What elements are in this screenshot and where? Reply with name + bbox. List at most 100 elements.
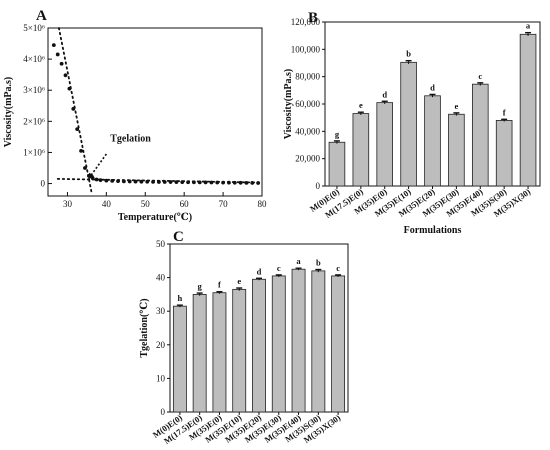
y-tick-label: 80,000 [295, 72, 320, 82]
tangent-line [57, 27, 93, 196]
y-tick-label: 10 [156, 373, 166, 383]
panel-b-letter: B [308, 10, 318, 26]
y-tick-label: 0 [161, 407, 166, 417]
significance-letter: d [382, 89, 387, 99]
data-point [203, 180, 208, 185]
panel-a: A 30 40 50 60 70 80 0 1×10⁶ 2×10⁶ 3×10⁶ 4×10⁶ 5×10⁶… [3, 8, 267, 223]
y-tick-label: 3×10⁶ [23, 85, 45, 95]
data-point [75, 127, 80, 132]
plot-frame [47, 27, 263, 197]
data-point [133, 179, 138, 184]
y-tick-label: 30 [156, 306, 166, 316]
significance-letter: e [454, 101, 458, 111]
y-tick-label: 4×10⁶ [23, 54, 45, 64]
data-point [221, 180, 225, 185]
annotation-arrowhead [88, 172, 95, 180]
data-point [232, 180, 237, 185]
y-axis-title: Tgelation(℃) [139, 298, 150, 357]
bar [271, 275, 286, 413]
data-point [145, 179, 150, 184]
data-point [156, 180, 161, 184]
data-point [110, 179, 115, 183]
data-point [59, 61, 64, 66]
x-tick-label: 80 [258, 199, 268, 209]
bar [232, 288, 247, 413]
significance-letter: g [198, 281, 203, 291]
data-point [139, 179, 144, 184]
data-point [79, 148, 83, 153]
data-point [244, 180, 249, 185]
significance-letter: c [478, 71, 482, 81]
significance-letter: a [296, 256, 301, 266]
data-point [94, 177, 99, 182]
bar [471, 83, 489, 187]
bar [519, 33, 537, 187]
data-point [127, 179, 132, 184]
data-point [121, 179, 126, 184]
bar [448, 113, 465, 187]
bar [212, 292, 227, 413]
x-axis-title: Temperature(℃) [118, 212, 192, 223]
data-point [63, 73, 68, 78]
significance-letter: d [257, 266, 262, 276]
panel-a-letter: A [36, 8, 47, 24]
significance-letter: g [335, 129, 340, 139]
annotation-label: Tgelation [110, 134, 151, 145]
y-tick-label: 40,000 [295, 126, 320, 136]
panel-b: B 0 20,000 40,000 60,000 80,000 100,000 120,00… [283, 10, 541, 236]
y-tick-label: 0 [316, 181, 321, 191]
x-tick-label: 70 [219, 199, 229, 209]
data-point [250, 181, 255, 185]
bar [328, 141, 346, 187]
data-point [162, 180, 167, 184]
y-tick-label: 2×10⁶ [23, 116, 45, 126]
data-point [168, 180, 173, 184]
data-point [67, 86, 72, 91]
y-tick-label: 100,000 [291, 44, 321, 54]
bar [495, 120, 513, 187]
data-point [192, 180, 196, 185]
significance-letter: b [406, 49, 411, 59]
y-tick-label: 50 [156, 239, 166, 249]
data-point [197, 180, 202, 185]
data-point [151, 179, 155, 184]
data-point [256, 181, 261, 185]
significance-letter: f [218, 280, 221, 290]
y-tick-label: 40 [156, 273, 166, 283]
significance-letter: d [430, 82, 435, 92]
data-point [51, 43, 56, 48]
y-tick-label: 120,000 [291, 17, 321, 27]
y-tick-label: 20,000 [295, 154, 320, 164]
data-point [98, 178, 103, 183]
data-point [104, 178, 109, 183]
x-axis-title: Formulations [404, 225, 462, 236]
significance-letter: c [336, 263, 340, 273]
y-tick-label: 1×10⁶ [23, 147, 45, 157]
y-axis-title: Viscosity(mPa.s) [283, 69, 294, 139]
bar [311, 270, 326, 413]
data-point [209, 180, 214, 185]
data-point [227, 180, 231, 185]
x-tick-label: 60 [180, 199, 190, 209]
bar [352, 113, 370, 187]
y-tick-label: 20 [156, 340, 166, 350]
annotation-arrow-line [87, 153, 108, 180]
bar [291, 268, 306, 413]
data-point [186, 180, 190, 185]
bar [192, 293, 207, 413]
bar [252, 278, 266, 413]
data-point [180, 180, 185, 185]
bar [376, 102, 394, 187]
bar [424, 95, 441, 187]
significance-letter: e [359, 100, 363, 110]
data-point [83, 166, 87, 170]
significance-letter: h [178, 293, 183, 303]
data-point [174, 180, 179, 185]
y-tick-label: 5×10⁶ [23, 23, 45, 33]
panel-c: C 01020304050hM(0)E(0)gM(17.5)E(0)fM(35)… [139, 229, 349, 446]
y-tick-label: 60,000 [295, 99, 320, 109]
data-point [116, 179, 120, 184]
panel-c-letter: C [173, 229, 184, 245]
data-point [238, 180, 243, 185]
